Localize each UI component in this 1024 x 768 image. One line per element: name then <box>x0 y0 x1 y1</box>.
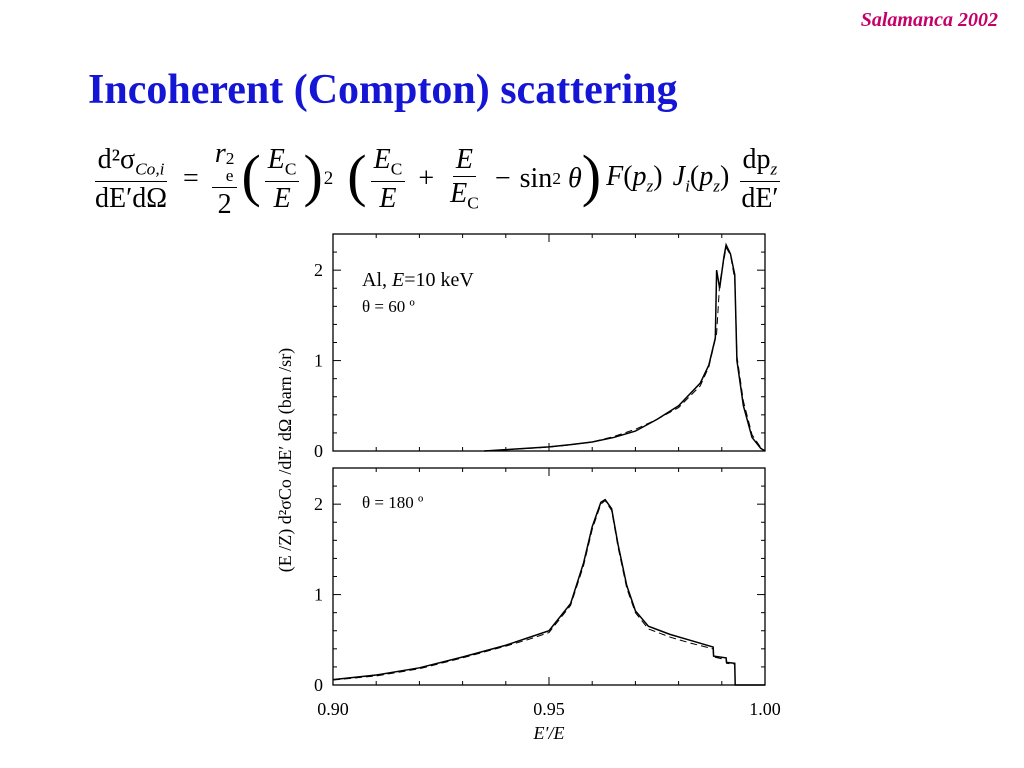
formula-square-exponent: 2 <box>323 168 334 189</box>
formula-ec-subscript-2: C <box>390 159 403 179</box>
slide-title: Incoherent (Compton) scattering <box>88 67 678 113</box>
formula-lhs-fraction: d²σCo,i dE′dΩ <box>92 145 170 213</box>
formula-re-symbol: r <box>214 137 226 169</box>
formula-dpz-sub: z <box>770 159 778 179</box>
panel-label-angle: θ = 60 º <box>362 297 415 316</box>
panel-label-element: Al, E=10 keV <box>362 269 474 291</box>
y-tick-label: 2 <box>314 260 323 280</box>
y-tick-label: 1 <box>314 585 323 605</box>
formula-minus: − <box>494 163 511 194</box>
y-tick-label: 0 <box>314 441 323 461</box>
formula-lhs-subscript: Co,i <box>135 159 165 179</box>
formula-re-denominator: 2 <box>217 188 232 220</box>
formula-ratio-ec-e: EC E <box>264 143 300 214</box>
formula-j-subscript: i <box>685 176 690 196</box>
formula-plus: + <box>418 163 435 194</box>
formula-ec-subscript: C <box>284 159 297 179</box>
series-dashed-line <box>484 246 766 452</box>
x-axis-label: E′/E <box>533 723 565 743</box>
formula-ratio-e-ec: E EC <box>447 145 482 213</box>
plot-frame-1 <box>332 233 766 452</box>
formula-de-prime: dE′ <box>741 182 779 214</box>
formula-sin: sin <box>519 163 553 194</box>
series-dashed-line <box>332 499 765 686</box>
formula-pz-sub-2: z <box>713 176 720 196</box>
formula-e-symbol-3: E <box>452 145 477 178</box>
x-tick-label: 1.00 <box>749 699 781 719</box>
formula-theta: θ <box>568 163 582 194</box>
series-solid-line <box>484 242 766 452</box>
formula-pz-sub-1: z <box>646 176 654 196</box>
formula-f-function: F <box>606 161 624 193</box>
formula-lhs-numerator: d²σ <box>97 143 136 175</box>
formula-ec-subscript-3: C <box>467 193 479 213</box>
x-tick-label: 0.90 <box>317 699 349 719</box>
formula-dpz: dp <box>742 143 771 175</box>
series-solid-line <box>332 498 765 686</box>
formula-ratio-ec-e-2: EC E <box>370 143 406 214</box>
formula-pz-2: p <box>699 161 714 193</box>
y-tick-label: 1 <box>314 351 323 371</box>
y-tick-label: 2 <box>314 494 323 514</box>
x-tick-label: 0.95 <box>533 699 565 719</box>
formula-re-superscript: 2 <box>225 148 235 168</box>
conference-watermark: Salamanca 2002 <box>860 9 998 31</box>
formula-equals: = <box>183 163 199 194</box>
formula-sin-exponent: 2 <box>552 169 561 188</box>
formula-ec-symbol: E <box>267 143 285 175</box>
formula-ec-symbol-2: E <box>373 143 391 175</box>
formula-lhs-denominator: dE′dΩ <box>95 182 168 214</box>
panel-label-angle: θ = 180 º <box>362 493 423 512</box>
formula-pz-1: p <box>632 161 647 193</box>
formula-dpz-fraction: dpz dE′ <box>738 145 781 213</box>
y-axis-label: (E /Z) d²σCo /dE′ dΩ (barn /sr) <box>275 348 296 572</box>
y-tick-label: 0 <box>314 675 323 695</box>
formula-j-function: J <box>672 161 686 193</box>
formula-e-symbol: E <box>273 182 291 214</box>
formula-e-symbol-2: E <box>379 182 397 214</box>
formula-ec-symbol-3: E <box>450 178 468 210</box>
formula-re-subscript: e <box>225 166 234 186</box>
